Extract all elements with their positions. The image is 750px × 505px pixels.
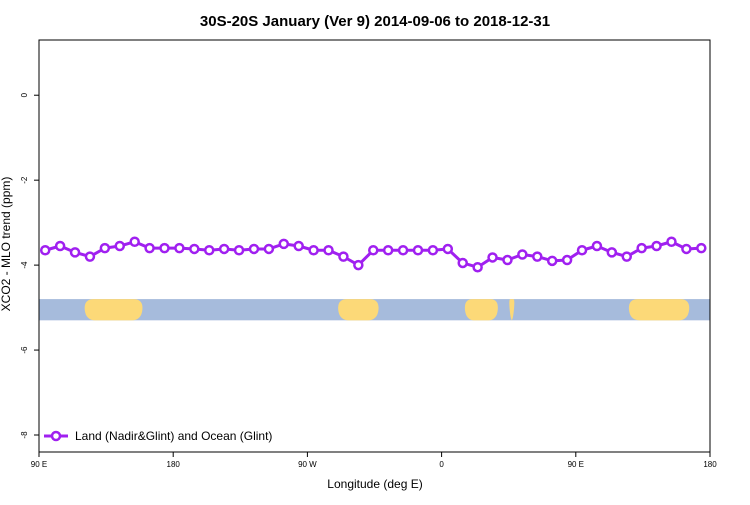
- data-point: [114, 240, 126, 252]
- x-tick-label: 180: [703, 460, 717, 469]
- data-point: [382, 244, 394, 256]
- data-point: [278, 238, 290, 250]
- legend-swatch-marker: [50, 430, 62, 442]
- data-point: [427, 244, 439, 256]
- land-australia: [84, 299, 143, 321]
- data-point: [203, 244, 215, 256]
- data-point: [69, 247, 81, 258]
- data-point: [696, 242, 707, 254]
- data-point: [517, 249, 528, 260]
- land-southern-africa: [464, 299, 498, 321]
- data-point: [472, 261, 483, 273]
- plot-frame: [38, 39, 711, 453]
- data-point: [263, 243, 275, 255]
- x-tick-label: 0: [439, 460, 444, 469]
- data-point: [546, 255, 558, 267]
- data-point: [651, 240, 662, 252]
- data-point: [218, 243, 230, 255]
- y-tick-label: -8: [20, 431, 29, 439]
- data-point: [487, 252, 498, 263]
- data-point: [84, 251, 96, 262]
- data-point: [606, 247, 618, 258]
- data-point: [233, 244, 245, 256]
- y-axis-label: XCO2 - MLO trend (ppm): [0, 177, 13, 312]
- data-point: [532, 251, 543, 262]
- data-point: [353, 259, 364, 271]
- data-point: [99, 242, 111, 254]
- data-point: [293, 240, 304, 252]
- y-tick-label: 0: [20, 92, 29, 97]
- x-tick-label: 90 W: [298, 460, 317, 469]
- legend: Land (Nadir&Glint) and Ocean (Glint): [44, 429, 272, 443]
- series-layer: [39, 236, 707, 273]
- land-south-america: [338, 299, 379, 321]
- data-point: [248, 243, 260, 255]
- y-tick-label: -2: [20, 176, 29, 184]
- data-point: [174, 242, 185, 254]
- data-point: [502, 254, 513, 266]
- data-point: [189, 243, 200, 255]
- x-axis-label: Longitude (deg E): [327, 477, 422, 491]
- data-point: [323, 244, 334, 256]
- x-tick-label: 180: [167, 460, 181, 469]
- data-point: [397, 244, 409, 256]
- data-point: [621, 251, 632, 262]
- map-strip: [39, 299, 710, 321]
- data-point: [457, 257, 468, 269]
- data-point: [591, 240, 603, 252]
- y-tick-label: -6: [20, 346, 29, 354]
- data-point: [308, 244, 319, 256]
- data-point: [666, 236, 677, 248]
- x-tick-label: 90 E: [568, 460, 584, 469]
- data-point: [576, 244, 588, 256]
- data-point: [368, 244, 379, 256]
- data-point: [681, 243, 692, 255]
- data-point: [54, 240, 66, 252]
- data-point: [144, 242, 155, 254]
- data-point: [561, 254, 573, 266]
- data-point: [338, 251, 349, 262]
- data-point: [159, 242, 170, 254]
- chart-title: 30S-20S January (Ver 9) 2014-09-06 to 20…: [200, 13, 550, 30]
- land-australia-east: [628, 299, 690, 321]
- x-tick-label: 90 E: [31, 460, 47, 469]
- data-point: [129, 236, 140, 248]
- legend-label: Land (Nadir&Glint) and Ocean (Glint): [75, 429, 272, 443]
- y-tick-label: -4: [20, 261, 29, 269]
- data-point: [412, 244, 424, 256]
- data-point: [39, 244, 51, 256]
- axes: 90 E 180 90 W 0 90 E 180 0 -2 -4 -6 -8: [20, 39, 717, 469]
- land-madagascar: [509, 299, 515, 321]
- data-point: [442, 243, 454, 255]
- data-point: [636, 242, 647, 254]
